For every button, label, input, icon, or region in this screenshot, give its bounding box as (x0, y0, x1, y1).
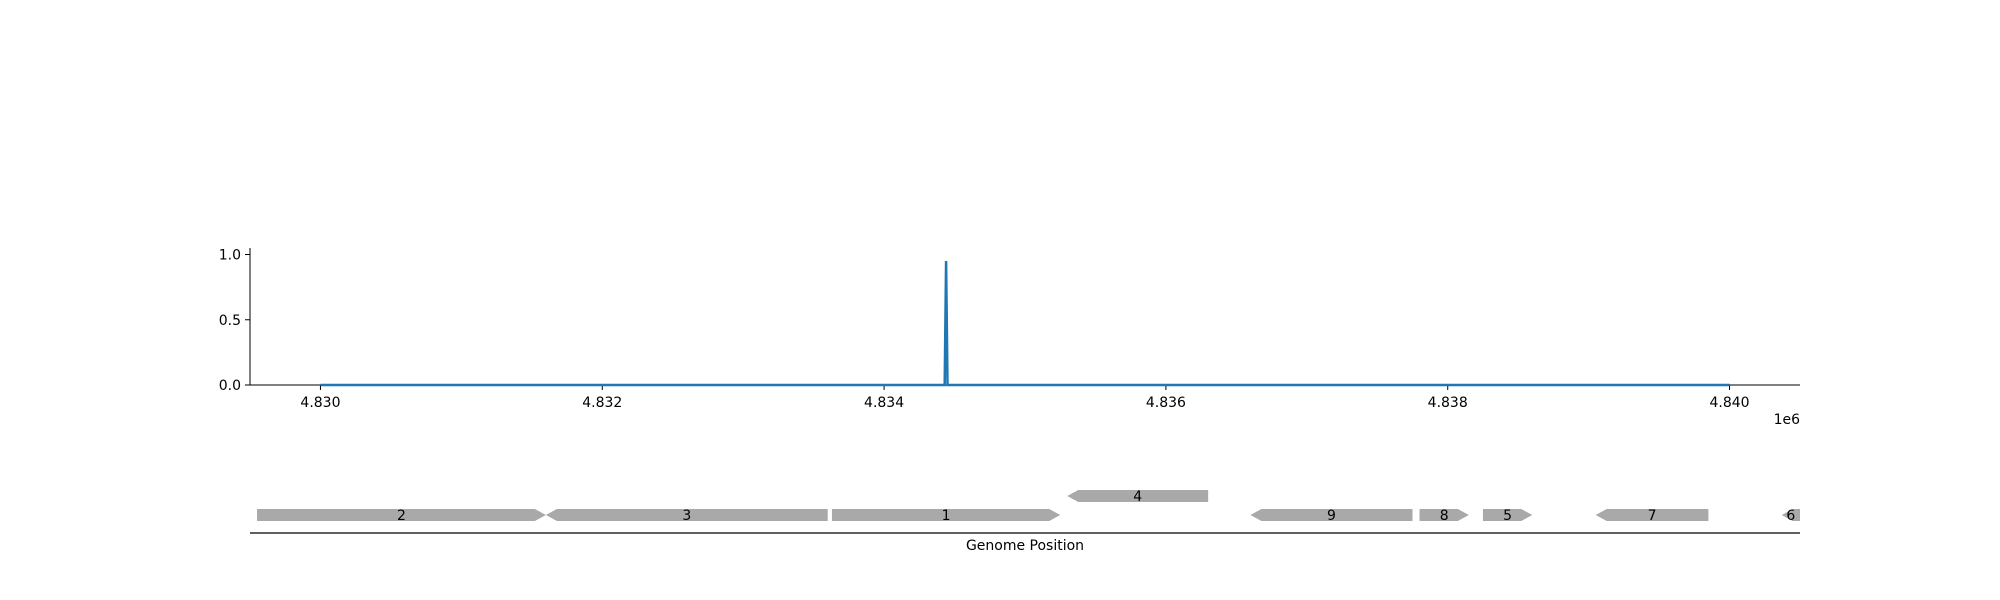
gene-label: 3 (682, 508, 691, 524)
gene-arrow-1 (831, 509, 1061, 521)
x-tick-label: 4.834 (864, 395, 904, 411)
gene-label: 6 (1786, 508, 1795, 524)
x-axis-label: Genome Position (966, 538, 1084, 554)
gene-arrow-2 (257, 509, 546, 521)
x-tick-label: 4.832 (582, 395, 622, 411)
gene-label: 1 (942, 508, 951, 524)
y-tick-label: 0.0 (219, 378, 241, 394)
gene-arrow-8 (1419, 509, 1469, 521)
y-tick-label: 0.5 (219, 313, 241, 329)
gene-label: 5 (1503, 508, 1512, 524)
gene-arrow-9 (1250, 509, 1413, 521)
gene-arrow-7 (1595, 509, 1709, 521)
gene-track-panel: 2 3 1 4 9 8 5 7 6 (250, 489, 1800, 534)
gene-arrow-5 (1482, 509, 1533, 521)
gene-label: 7 (1648, 508, 1657, 524)
signal-panel: 0.0 0.5 1.0 4.830 4.832 4.834 4.836 4.838 4.840 (219, 248, 1800, 411)
gene-arrow-6 (1781, 509, 1800, 521)
gene-label: 9 (1327, 508, 1336, 524)
gene-label: 2 (397, 508, 406, 524)
gene-arrow-3 (545, 509, 828, 521)
signal-series-line (320, 261, 1730, 387)
x-tick-label: 4.830 (300, 395, 340, 411)
gene-label: 8 (1440, 508, 1449, 524)
x-axis-offset-label: 1e6 (1774, 412, 1801, 428)
gene-arrow-4 (1067, 490, 1209, 502)
gene-label: 4 (1133, 489, 1142, 505)
x-tick-label: 4.840 (1709, 395, 1749, 411)
x-tick-label: 4.836 (1146, 395, 1186, 411)
x-tick-label: 4.838 (1428, 395, 1468, 411)
y-tick-label: 1.0 (219, 248, 241, 264)
